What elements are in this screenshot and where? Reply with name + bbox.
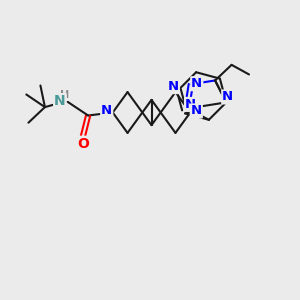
- Text: N: N: [54, 94, 66, 108]
- Text: N: N: [185, 98, 196, 111]
- Text: H: H: [60, 90, 70, 100]
- Text: N: N: [168, 80, 179, 93]
- Text: N: N: [191, 104, 202, 118]
- Text: N: N: [191, 77, 202, 90]
- Text: O: O: [77, 137, 89, 151]
- Text: N: N: [222, 91, 233, 103]
- Text: N: N: [101, 104, 112, 118]
